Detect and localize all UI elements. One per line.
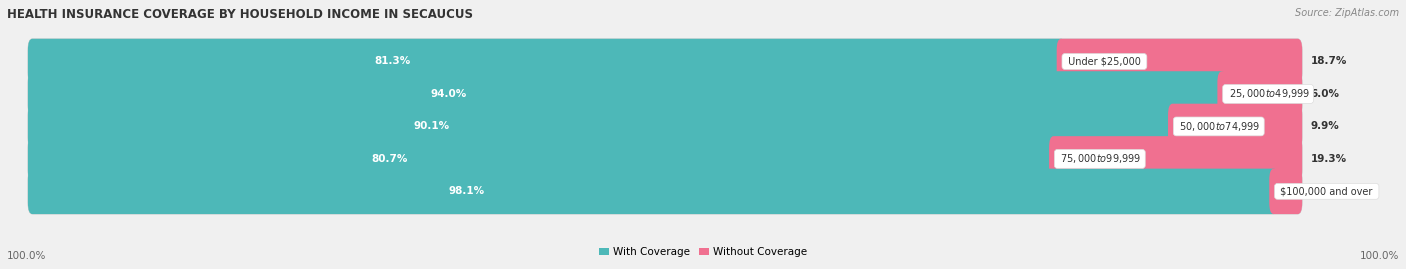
Text: Source: ZipAtlas.com: Source: ZipAtlas.com bbox=[1295, 8, 1399, 18]
FancyBboxPatch shape bbox=[28, 136, 1302, 182]
Text: 100.0%: 100.0% bbox=[7, 251, 46, 261]
FancyBboxPatch shape bbox=[28, 136, 1057, 182]
Text: $50,000 to $74,999: $50,000 to $74,999 bbox=[1177, 120, 1261, 133]
Text: 81.3%: 81.3% bbox=[374, 56, 411, 66]
FancyBboxPatch shape bbox=[1270, 169, 1302, 214]
Text: 6.0%: 6.0% bbox=[1310, 89, 1340, 99]
Text: 98.1%: 98.1% bbox=[449, 186, 485, 196]
Text: $100,000 and over: $100,000 and over bbox=[1278, 186, 1376, 196]
Text: 18.7%: 18.7% bbox=[1310, 56, 1347, 66]
Text: 9.9%: 9.9% bbox=[1310, 121, 1339, 132]
Text: 94.0%: 94.0% bbox=[430, 89, 467, 99]
Legend: With Coverage, Without Coverage: With Coverage, Without Coverage bbox=[599, 247, 807, 257]
Text: 90.1%: 90.1% bbox=[413, 121, 450, 132]
FancyBboxPatch shape bbox=[28, 169, 1302, 214]
Text: $75,000 to $99,999: $75,000 to $99,999 bbox=[1057, 153, 1142, 165]
Text: 80.7%: 80.7% bbox=[371, 154, 408, 164]
FancyBboxPatch shape bbox=[1057, 39, 1302, 84]
FancyBboxPatch shape bbox=[1218, 71, 1302, 117]
FancyBboxPatch shape bbox=[28, 169, 1278, 214]
FancyBboxPatch shape bbox=[28, 104, 1302, 149]
Text: 19.3%: 19.3% bbox=[1310, 154, 1347, 164]
FancyBboxPatch shape bbox=[28, 39, 1302, 84]
Text: Under $25,000: Under $25,000 bbox=[1064, 56, 1144, 66]
Text: $25,000 to $49,999: $25,000 to $49,999 bbox=[1226, 87, 1310, 100]
FancyBboxPatch shape bbox=[1168, 104, 1302, 149]
Text: 100.0%: 100.0% bbox=[1360, 251, 1399, 261]
FancyBboxPatch shape bbox=[28, 71, 1226, 117]
Text: HEALTH INSURANCE COVERAGE BY HOUSEHOLD INCOME IN SECAUCUS: HEALTH INSURANCE COVERAGE BY HOUSEHOLD I… bbox=[7, 8, 472, 21]
FancyBboxPatch shape bbox=[28, 104, 1177, 149]
FancyBboxPatch shape bbox=[28, 39, 1066, 84]
FancyBboxPatch shape bbox=[28, 71, 1302, 117]
FancyBboxPatch shape bbox=[1049, 136, 1302, 182]
Text: 1.9%: 1.9% bbox=[1310, 186, 1340, 196]
